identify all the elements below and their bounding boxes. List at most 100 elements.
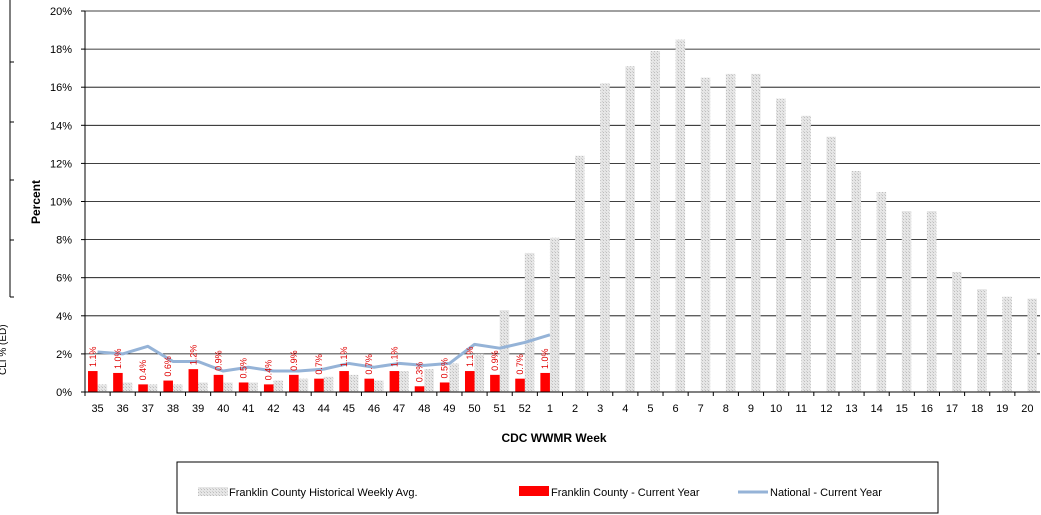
- historical-bar: [147, 384, 158, 392]
- historical-bar: [801, 115, 811, 393]
- data-label: 1.1%: [465, 347, 475, 368]
- historical-bar: [901, 211, 912, 392]
- historical-bar: [323, 376, 334, 392]
- historical-bar: [499, 310, 510, 392]
- y-tick-label: 14%: [50, 120, 72, 132]
- historical-bar: [248, 382, 258, 392]
- historical-bar: [449, 363, 459, 392]
- data-label: 0.7%: [364, 354, 374, 375]
- x-tick-label: 40: [217, 403, 229, 415]
- historical-bar: [725, 73, 736, 393]
- x-tick-label: 20: [1021, 403, 1033, 415]
- current-year-bar: [540, 372, 550, 392]
- x-tick-label: 10: [770, 403, 782, 415]
- x-tick-label: 35: [91, 403, 103, 415]
- historical-bar: [826, 136, 836, 392]
- historical-bar: [675, 39, 686, 392]
- current-year-bar: [213, 374, 224, 392]
- historical-bars: [97, 39, 1037, 393]
- data-label: 0.7%: [515, 354, 525, 375]
- x-tick-label: 1: [547, 403, 553, 415]
- current-year-bar: [163, 380, 173, 392]
- historical-bar: [600, 83, 610, 392]
- x-axis-title: CDC WWMR Week: [501, 431, 606, 445]
- x-tick-label: 17: [946, 403, 958, 415]
- historical-bar: [273, 380, 284, 392]
- historical-bar: [977, 289, 987, 392]
- data-label: 1.0%: [540, 348, 550, 369]
- x-tick-label: 14: [871, 403, 883, 415]
- x-tick-label: 44: [318, 403, 330, 415]
- data-label: 0.4%: [264, 360, 274, 381]
- current-year-bar: [263, 384, 274, 392]
- current-year-bar: [113, 372, 123, 392]
- data-label: 0.7%: [314, 354, 324, 375]
- historical-bar: [298, 378, 309, 392]
- x-tick-label: 48: [418, 403, 430, 415]
- x-tick-label: 51: [494, 403, 506, 415]
- y-tick-label: 0%: [56, 387, 72, 399]
- legend-label-historical: Franklin County Historical Weekly Avg.: [229, 487, 418, 499]
- y-tick-label: 8%: [56, 235, 72, 247]
- data-label: 1.0%: [113, 348, 123, 369]
- current-year-bar: [138, 384, 148, 392]
- y-tick-label: 12%: [50, 158, 72, 170]
- national-line: [97, 333, 551, 373]
- x-tick-label: 41: [242, 403, 254, 415]
- data-label: 1.1%: [339, 347, 349, 368]
- x-tick-label: 50: [468, 403, 480, 415]
- current-year-bar: [439, 382, 450, 392]
- current-year-bar: [490, 374, 500, 392]
- y-tick-label: 18%: [50, 44, 72, 56]
- x-tick-label: 38: [167, 403, 179, 415]
- x-tick-label: 19: [996, 403, 1008, 415]
- historical-bar: [1027, 298, 1037, 392]
- x-tick-label: 6: [673, 403, 679, 415]
- legend-label-national: National - Current Year: [770, 487, 882, 499]
- x-tick-label: 13: [845, 403, 857, 415]
- y-tick-label: 20%: [50, 6, 72, 18]
- historical-bar: [424, 369, 434, 392]
- historical-bar: [198, 382, 208, 392]
- data-label: 0.3%: [415, 362, 425, 383]
- data-label: 0.9%: [490, 350, 500, 371]
- x-tick-label: 5: [647, 403, 653, 415]
- y-axis-title: Percent: [29, 180, 43, 224]
- historical-bar: [223, 382, 233, 392]
- y-tick-label: 2%: [56, 349, 72, 361]
- data-label: 1.2%: [188, 345, 198, 366]
- historical-bar: [851, 171, 862, 392]
- historical-bar: [399, 371, 409, 392]
- data-label: 0.9%: [289, 350, 299, 371]
- historical-bar: [97, 384, 108, 392]
- historical-bar: [650, 51, 661, 392]
- x-tick-label: 16: [921, 403, 933, 415]
- legend-swatch-historical: [198, 487, 228, 496]
- current-year-bar: [414, 386, 425, 392]
- current-year-bar: [464, 371, 475, 392]
- x-tick-label: 36: [117, 403, 129, 415]
- data-label: 0.4%: [138, 360, 148, 381]
- x-tick-label: 46: [368, 403, 380, 415]
- current-year-bar: [238, 382, 249, 392]
- legend: Franklin County Historical Weekly Avg. F…: [176, 461, 939, 514]
- data-label: 1.1%: [88, 347, 98, 368]
- x-tick-label: 12: [820, 403, 832, 415]
- x-tick-label: 52: [519, 403, 531, 415]
- x-tick-label: 49: [443, 403, 455, 415]
- x-tick-label: 45: [343, 403, 355, 415]
- x-tick-label: 4: [622, 403, 628, 415]
- x-tick-label: 47: [393, 403, 405, 415]
- legend-label-current-year: Franklin County - Current Year: [551, 487, 700, 499]
- historical-bar: [952, 271, 962, 392]
- side-panel: CLI % (ED): [0, 0, 14, 375]
- x-tick-label: 11: [796, 403, 807, 415]
- x-tick-label: 8: [723, 403, 729, 415]
- x-tick-label: 7: [698, 403, 704, 415]
- y-tick-labels: 0% 2% 4% 6% 8% 10% 12% 14% 16% 18% 20%: [50, 6, 85, 399]
- current-year-bar: [364, 378, 375, 392]
- current-year-bar: [314, 378, 324, 392]
- historical-bar: [926, 211, 937, 392]
- data-label: 0.9%: [213, 350, 223, 371]
- current-year-bar: [88, 371, 98, 392]
